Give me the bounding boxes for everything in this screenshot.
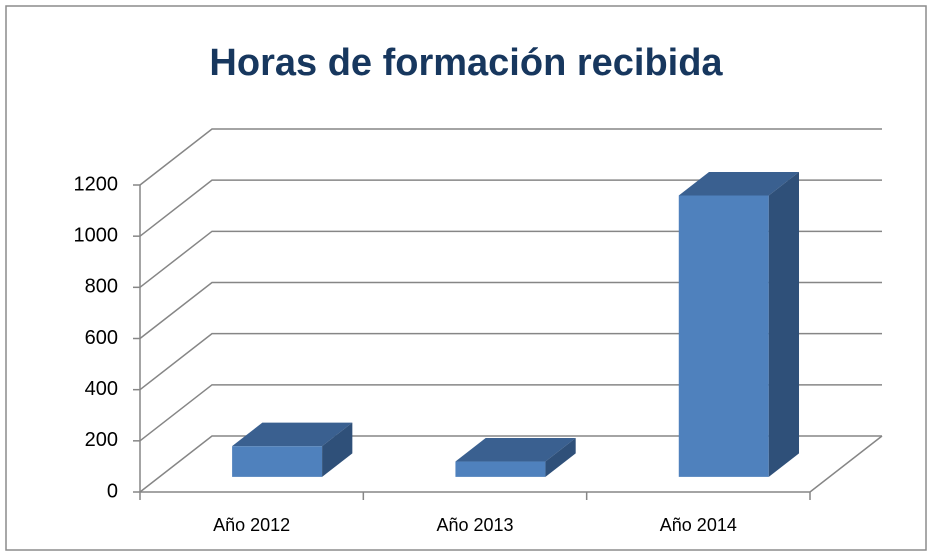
x-tick-label: Año 2014 [660, 515, 737, 535]
grid-line [139, 281, 882, 340]
x-tick-label: Año 2012 [213, 515, 290, 535]
bar-side [768, 171, 800, 477]
y-tick-label: 1000 [74, 224, 119, 246]
grid-line [139, 384, 882, 442]
y-tick-label: 600 [85, 327, 118, 349]
grid-line [139, 435, 882, 493]
y-tick-label: 1200 [74, 173, 119, 195]
x-tick-label: Año 2013 [436, 515, 513, 535]
grid-line [139, 230, 882, 288]
bar [455, 461, 546, 477]
bar-side [322, 422, 353, 477]
bar-top [455, 438, 576, 462]
bar-top [678, 171, 800, 196]
y-tick-label: 200 [85, 429, 118, 451]
bar-side [545, 438, 576, 477]
bar [232, 446, 323, 477]
bar [678, 195, 769, 477]
y-tick-label: 400 [85, 378, 118, 400]
chart-title: Horas de formación recibida [209, 42, 723, 84]
grid-line [139, 128, 882, 186]
grid-line [139, 179, 882, 237]
y-tick-label: 800 [85, 276, 118, 298]
grid-line [139, 332, 882, 391]
y-tick-label: 0 [107, 480, 118, 502]
bar-top [232, 422, 353, 447]
